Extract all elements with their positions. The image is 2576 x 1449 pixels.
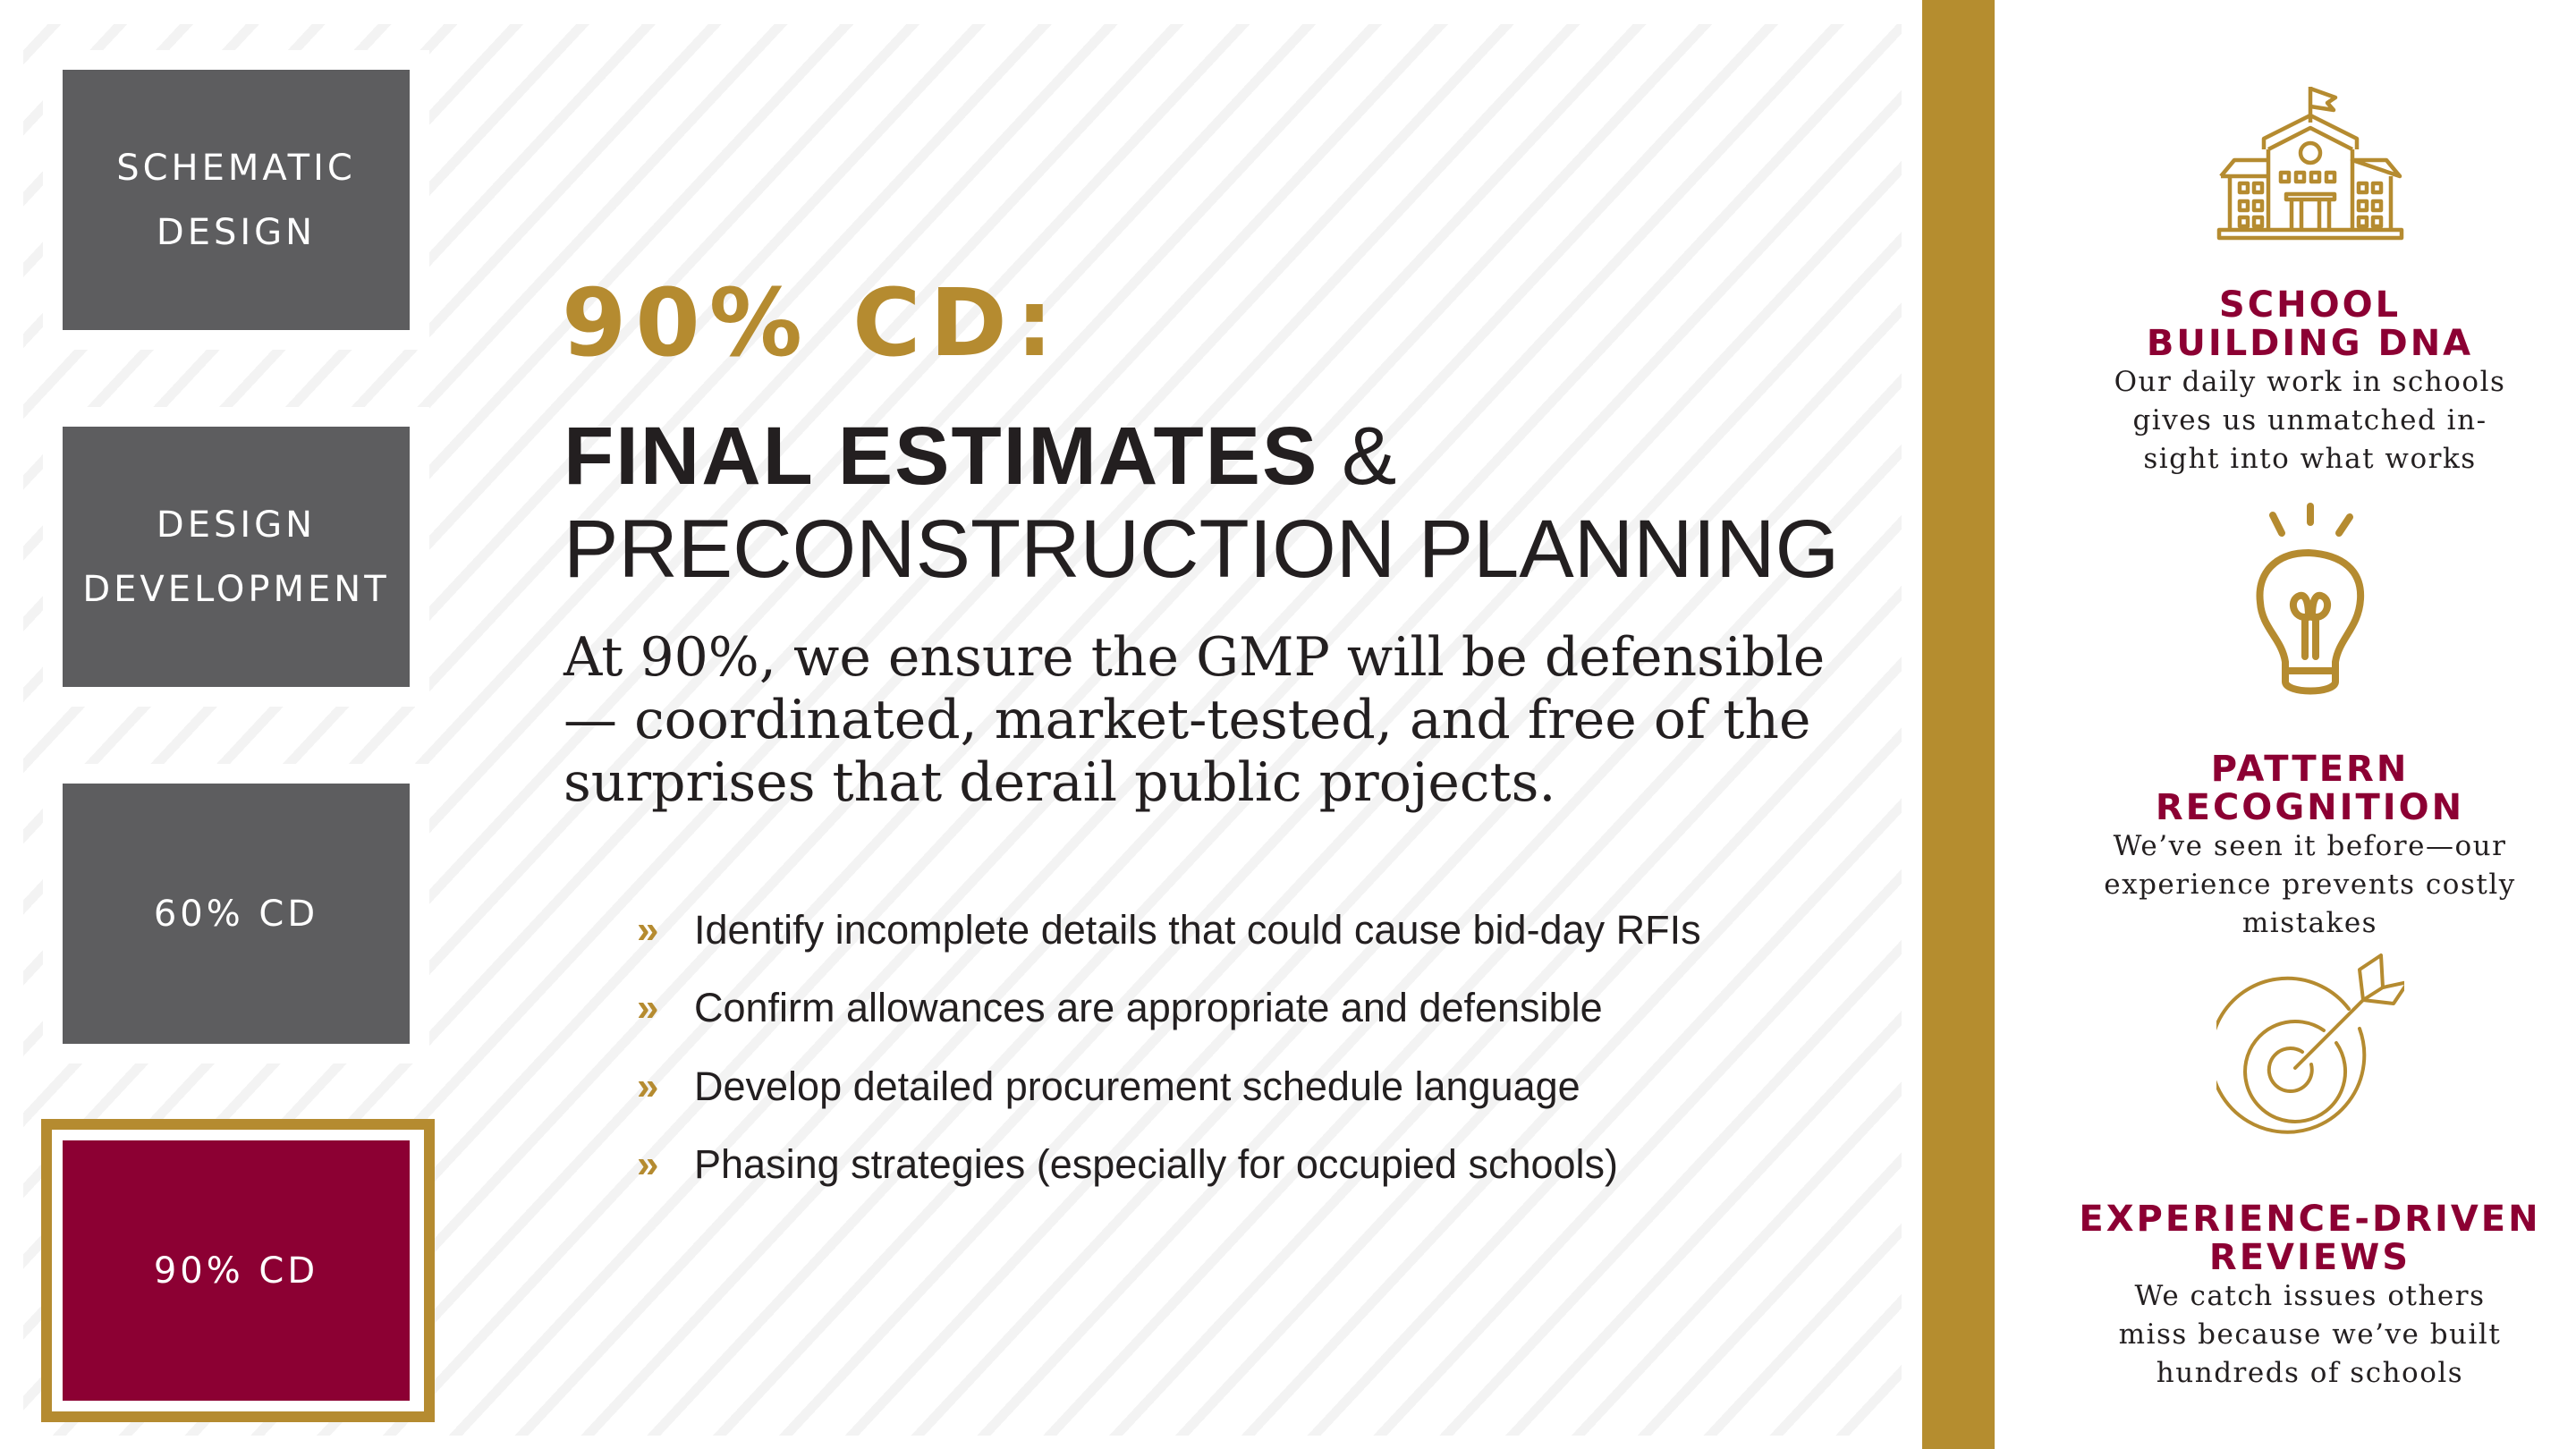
phase-design-development[interactable]: DESIGN DEVELOPMENT [63, 427, 410, 687]
phase-label: 90% CD [153, 1250, 319, 1292]
feature-desc: experience prevents costly [2104, 869, 2516, 901]
bullet-text: Develop detailed procurement schedule la… [694, 1063, 1580, 1109]
double-chevron-icon: » [637, 1063, 659, 1108]
feature-title: BUILDING DNA [2146, 323, 2474, 364]
page-title: 90% CD: [562, 268, 1063, 377]
paragraph-line: surprises that derail public projects. [564, 751, 1556, 814]
feature-desc: sight into what works [2143, 443, 2477, 475]
school-building-icon [2216, 86, 2403, 241]
phase-label: DESIGN [156, 504, 317, 546]
bullet-text: Identify incomplete details that could c… [694, 906, 1701, 953]
subheading: FINAL ESTIMATES & PRECONSTRUCTION PLANNI… [564, 410, 1839, 596]
double-chevron-icon: » [637, 986, 659, 1030]
feature-experience-driven-reviews: EXPERIENCE-DRIVEN REVIEWS We catch issue… [2057, 953, 2563, 1393]
feature-desc: Our daily work in schools [2114, 366, 2506, 398]
bullet-list: » Identify incomplete details that could … [637, 891, 1701, 1204]
paragraph-line: — coordinated, market-tested, and free o… [564, 689, 1811, 751]
feature-desc: gives us unmatched in- [2132, 404, 2487, 436]
feature-desc: mistakes [2241, 907, 2378, 939]
gold-divider-bar [1922, 0, 1995, 1449]
phase-label: DESIGN [156, 211, 317, 253]
bullet-text: Phasing strategies (especially for occup… [694, 1141, 1619, 1188]
phase-label: SCHEMATIC [116, 147, 356, 189]
feature-pattern-recognition: PATTERN RECOGNITION We’ve seen it before… [2057, 503, 2563, 943]
feature-title: RECOGNITION [2155, 787, 2465, 828]
list-item: » Develop detailed procurement schedule l… [637, 1047, 1701, 1126]
subheading-ampersand: & [1318, 411, 1397, 502]
phase-label: DEVELOPMENT [82, 568, 390, 610]
phase-60-cd[interactable]: 60% CD [63, 784, 410, 1044]
lightbulb-icon [2256, 503, 2364, 695]
feature-desc: We’ve seen it before—our [2113, 830, 2507, 862]
feature-title: REVIEWS [2208, 1237, 2411, 1278]
feature-title: EXPERIENCE-DRIVEN [2079, 1199, 2541, 1240]
phase-label: 60% CD [153, 893, 319, 935]
list-item: » Identify incomplete details that could … [637, 891, 1701, 970]
phase-90-cd-active[interactable]: 90% CD [63, 1140, 410, 1401]
double-chevron-icon: » [637, 907, 659, 952]
paragraph-line: At 90%, we ensure the GMP will be defens… [564, 626, 1826, 689]
bullet-text: Confirm allowances are appropriate and d… [694, 985, 1603, 1031]
subheading-bold: FINAL ESTIMATES [564, 411, 1319, 502]
feature-school-building-dna: SCHOOL BUILDING DNA Our daily work in sc… [2057, 85, 2563, 479]
intro-paragraph: At 90%, we ensure the GMP will be defens… [564, 626, 1834, 814]
double-chevron-icon: » [637, 1142, 659, 1187]
feature-desc: miss because we’ve built [2118, 1318, 2502, 1351]
phase-schematic-design[interactable]: SCHEMATIC DESIGN [63, 70, 410, 330]
feature-title: SCHOOL [2218, 284, 2402, 326]
feature-desc: hundreds of schools [2156, 1357, 2464, 1389]
list-item: » Phasing strategies (especially for occu… [637, 1126, 1701, 1205]
feature-desc: We catch issues others [2134, 1280, 2486, 1312]
target-arrow-icon [2216, 953, 2404, 1134]
list-item: » Confirm allowances are appropriate and … [637, 970, 1701, 1048]
subheading-line2: PRECONSTRUCTION PLANNING [564, 504, 1840, 595]
feature-title: PATTERN [2210, 749, 2410, 790]
